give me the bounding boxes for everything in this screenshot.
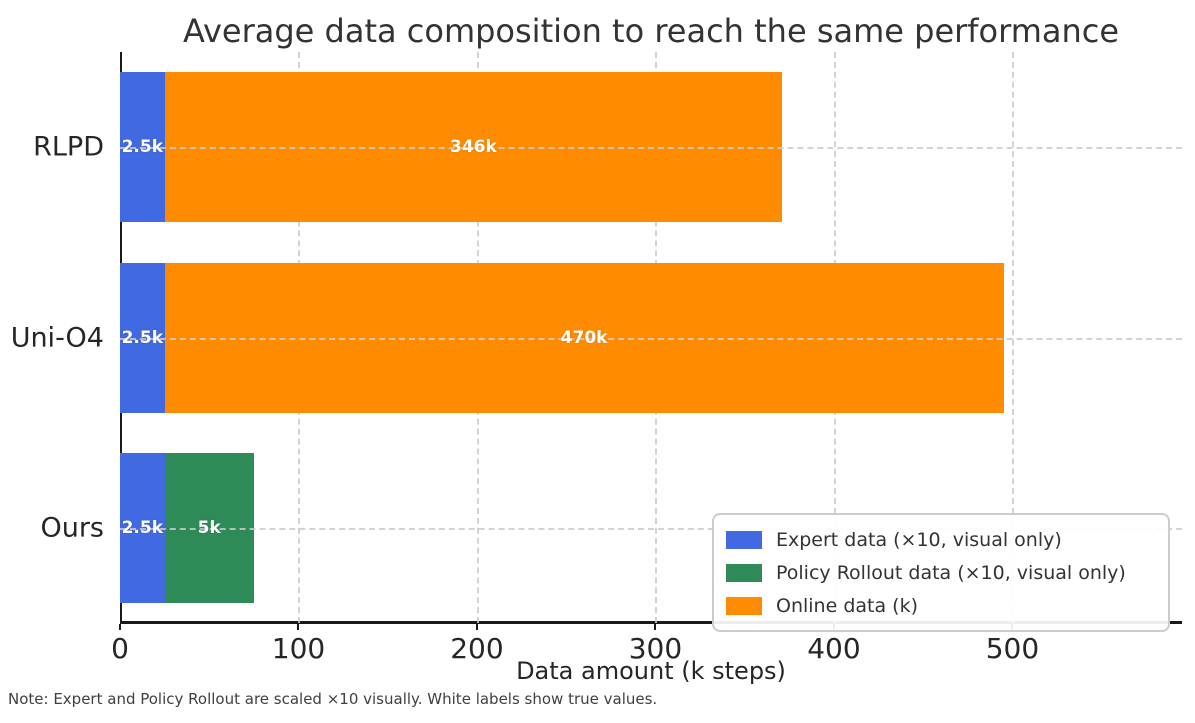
bar-value-label: 2.5k xyxy=(121,517,164,538)
legend-item: Expert data (×10, visual only) xyxy=(726,523,1156,556)
bar-value-label: 5k xyxy=(197,517,221,538)
x-tick-label: 500 xyxy=(985,632,1040,665)
legend: Expert data (×10, visual only) Policy Rol… xyxy=(712,513,1170,632)
gridline-horizontal xyxy=(120,337,1182,340)
legend-label: Expert data (×10, visual only) xyxy=(776,528,1062,551)
x-axis-spine xyxy=(120,621,1182,624)
x-tick-mark xyxy=(119,624,121,630)
x-tick-mark xyxy=(475,624,478,630)
x-tick-mark xyxy=(654,624,657,630)
x-tick-label: 0 xyxy=(111,632,129,665)
bar-value-label: 470k xyxy=(560,327,608,348)
x-tick-label: 100 xyxy=(271,632,326,665)
legend-swatch-icon xyxy=(726,596,762,615)
legend-swatch-icon xyxy=(726,530,762,549)
legend-label: Policy Rollout data (×10, visual only) xyxy=(776,561,1126,584)
y-axis-tick-labels: RLPD Uni-O4 Ours xyxy=(0,52,112,623)
x-tick-mark xyxy=(297,624,300,630)
y-tick-label: RLPD xyxy=(33,131,104,163)
footnote: Note: Expert and Policy Rollout are scal… xyxy=(8,690,658,708)
chart-title: Average data composition to reach the sa… xyxy=(182,12,1120,50)
bar-value-label: 346k xyxy=(449,137,497,158)
legend-swatch-icon xyxy=(726,563,762,582)
y-tick-label: Uni-O4 xyxy=(10,322,104,353)
x-axis-label: Data amount (k steps) xyxy=(516,657,786,685)
bar-value-label: 2.5k xyxy=(121,137,164,158)
gridline-horizontal xyxy=(120,147,1182,150)
y-tick-label: Ours xyxy=(40,512,104,544)
plot-area: 2.5k 346k 2.5k 470k 2.5k 5k 0 100 200 300 400 500 xyxy=(111,52,1182,665)
legend-item: Online data (k) xyxy=(726,589,1156,622)
legend-label: Online data (k) xyxy=(776,594,918,617)
x-tick-label: 300 xyxy=(628,632,683,665)
bar-value-label: 2.5k xyxy=(121,327,164,348)
x-tick-label: 200 xyxy=(450,632,504,665)
x-tick-label: 400 xyxy=(807,632,861,665)
gridline-horizontal xyxy=(120,527,1182,530)
legend-item: Policy Rollout data (×10, visual only) xyxy=(726,556,1156,589)
